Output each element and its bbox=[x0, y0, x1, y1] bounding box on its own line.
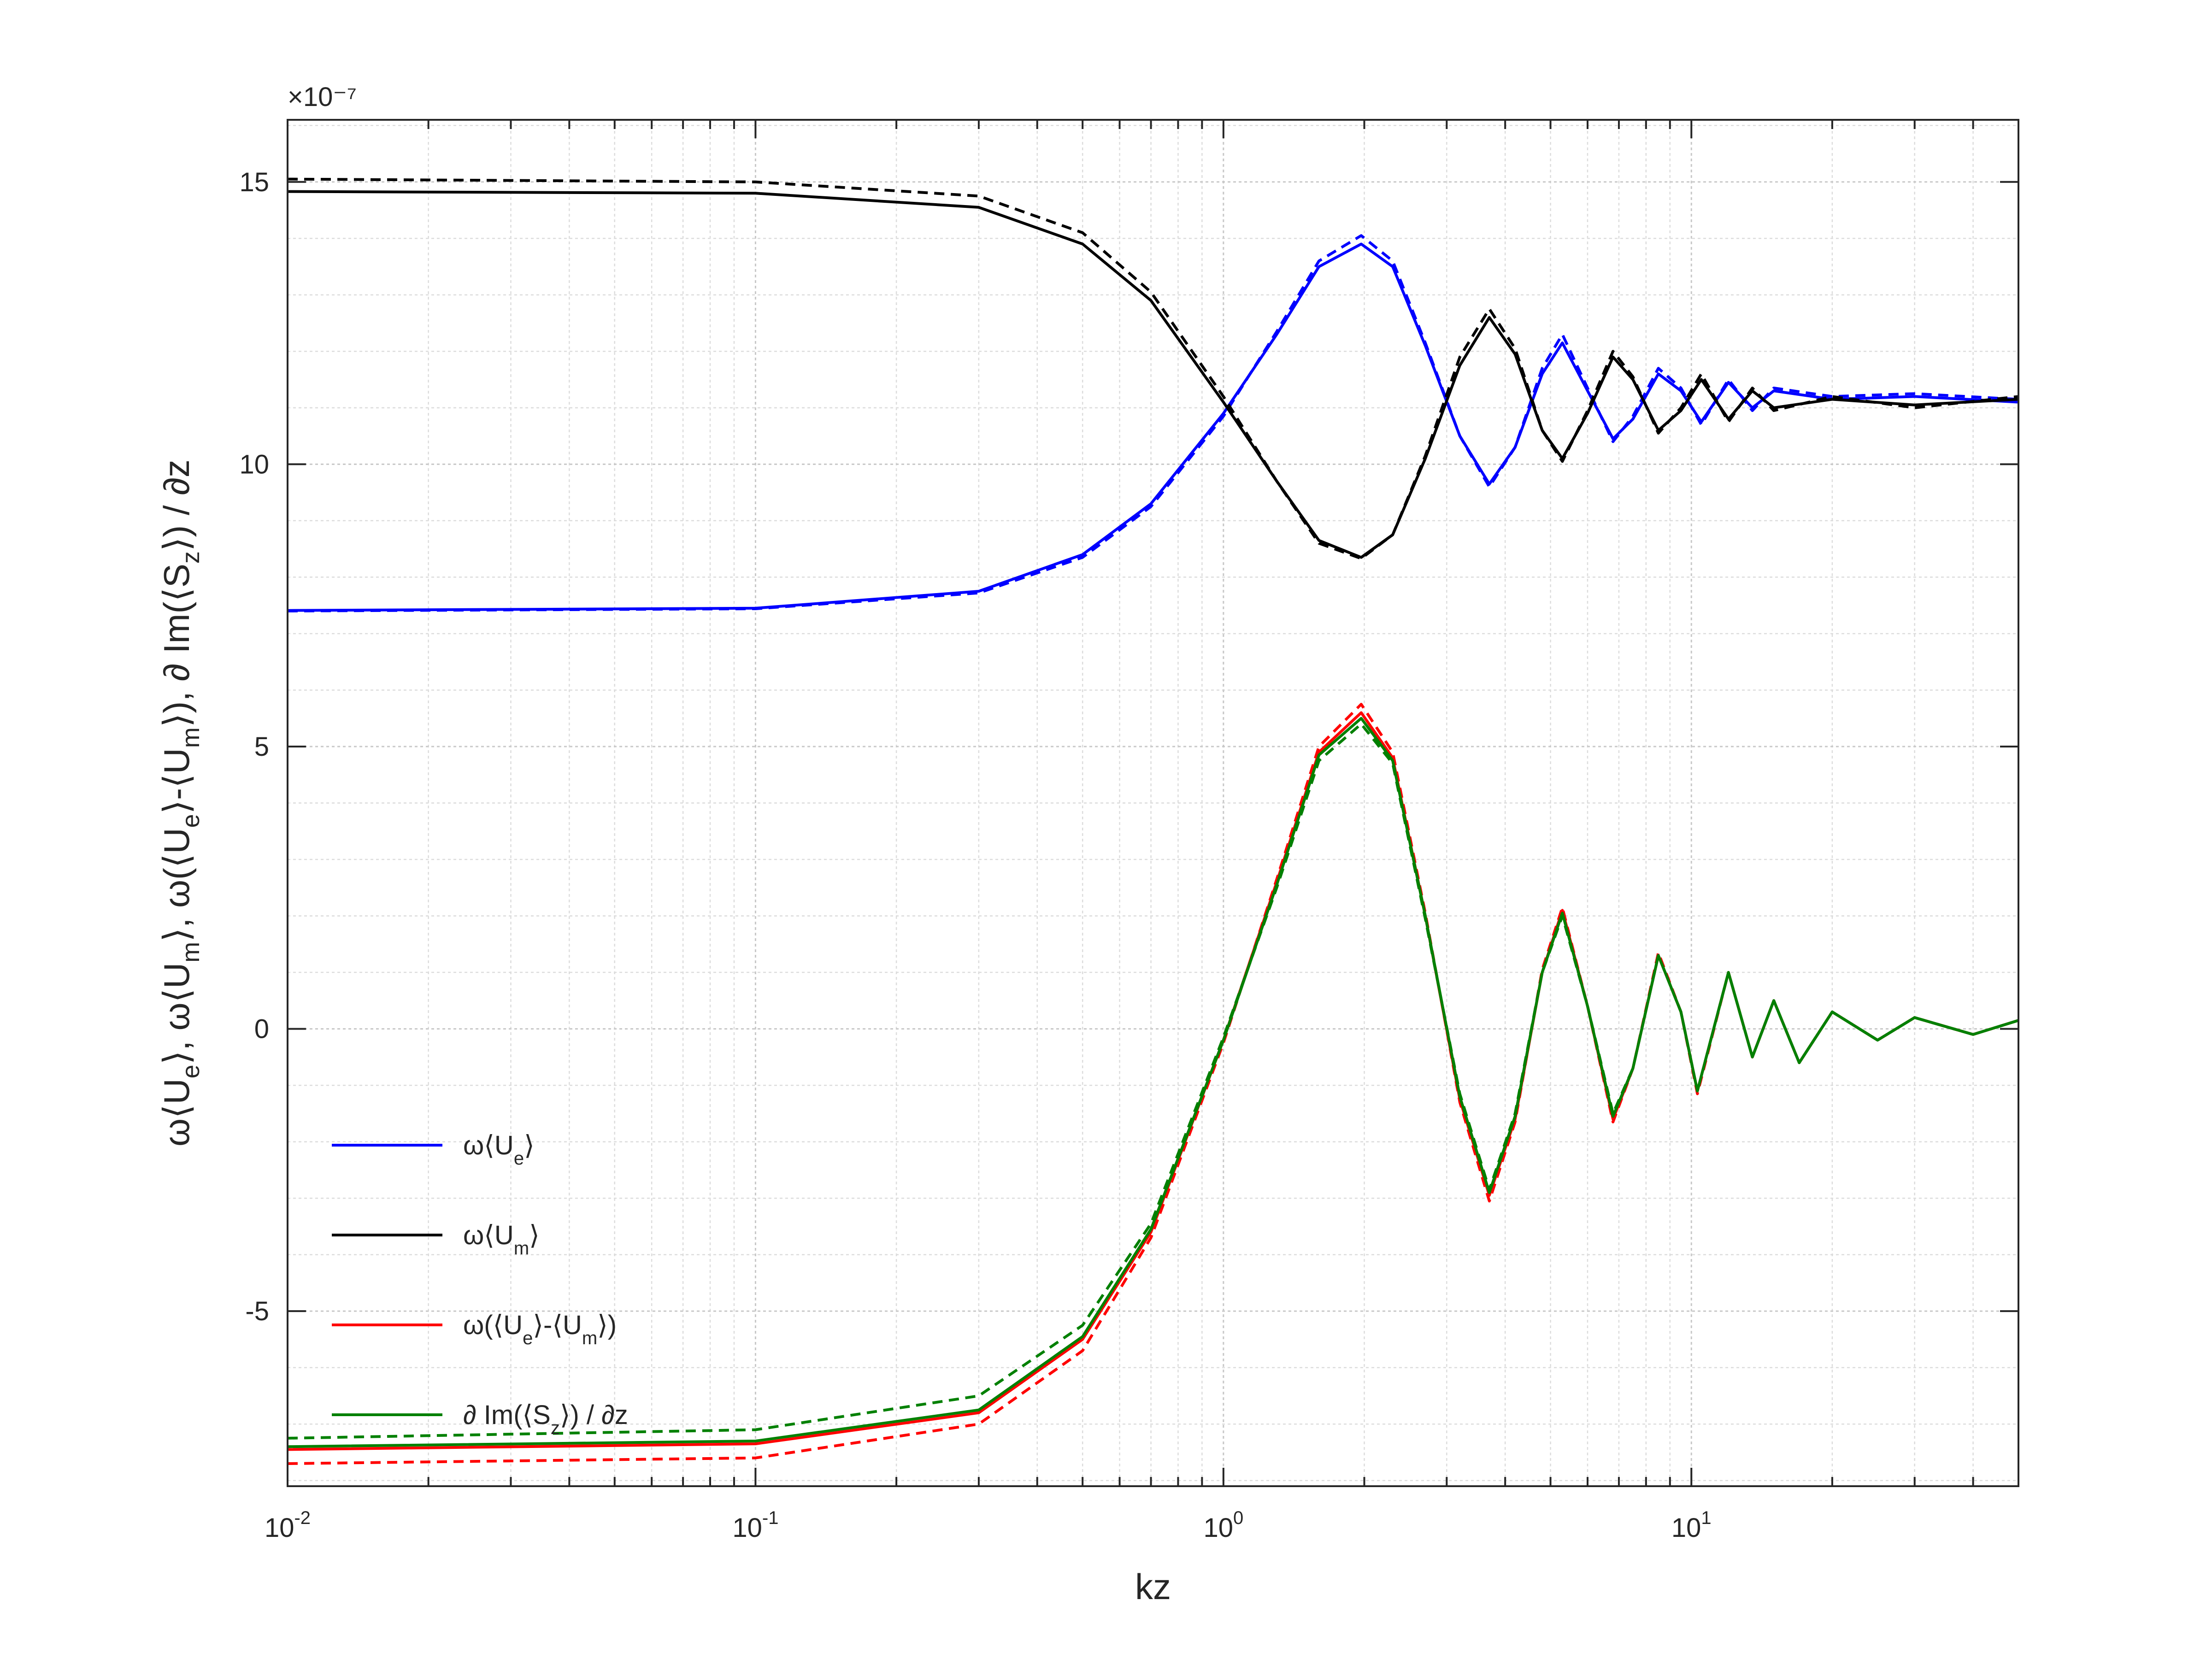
y-tick-label: 0 bbox=[254, 1014, 269, 1044]
legend: ω⟨Ue⟩ ω⟨Um⟩ ω(⟨Ue⟩-⟨Um⟩) ∂ Im(⟨Sz⟩) / ∂z bbox=[332, 1130, 628, 1438]
legend-label-1: ω⟨Um⟩ bbox=[463, 1220, 540, 1259]
ticks-layer bbox=[287, 120, 2019, 1486]
y-tick-label: 10 bbox=[239, 449, 269, 479]
plot-frame bbox=[287, 119, 2019, 1487]
x-tick-label: 100 bbox=[1203, 1508, 1243, 1543]
legend-label-3: ∂ Im(⟨Sz⟩) / ∂z bbox=[463, 1400, 628, 1438]
grid-minor bbox=[288, 120, 2019, 1486]
y-tick-label: -5 bbox=[245, 1296, 269, 1326]
y-axis-title: ω⟨Ue⟩, ω⟨Um⟩, ω(⟨Ue⟩-⟨Um⟩), ∂ Im(⟨Sz⟩) /… bbox=[156, 459, 205, 1147]
y-tick-label: 15 bbox=[239, 167, 269, 197]
labels-layer: 10-2 10-1 100 101 15 10 5 0 -5 bbox=[239, 167, 1711, 1543]
series-line-1 bbox=[287, 234, 2019, 612]
y-multiplier-label: ×10⁻⁷ bbox=[288, 82, 357, 112]
series-line-7 bbox=[287, 723, 2019, 1440]
series-line-0 bbox=[287, 242, 2019, 612]
y-tick-label: 5 bbox=[254, 732, 269, 762]
legend-label-2: ω(⟨Ue⟩-⟨Um⟩) bbox=[463, 1310, 617, 1348]
legend-label-0: ω⟨Ue⟩ bbox=[463, 1130, 535, 1169]
series-layer bbox=[287, 177, 2019, 1465]
x-tick-label: 101 bbox=[1671, 1508, 1712, 1543]
series-line-3 bbox=[287, 177, 2019, 560]
x-tick-label: 10-1 bbox=[732, 1508, 778, 1543]
x-tick-label: 10-2 bbox=[265, 1508, 311, 1543]
x-axis-title: kz bbox=[1135, 1566, 1171, 1607]
